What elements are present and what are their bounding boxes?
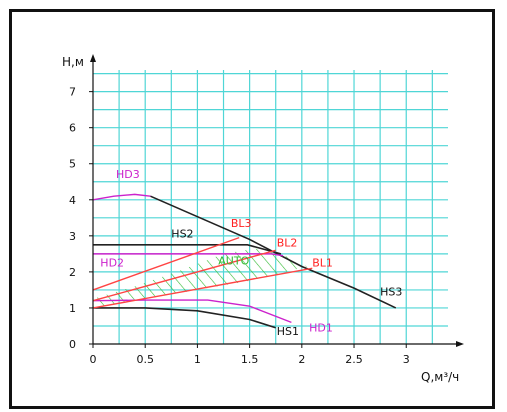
x-axis-label: Q,м³/ч <box>421 370 459 384</box>
y-axis-arrow <box>90 54 96 62</box>
x-axis-arrow <box>456 341 464 347</box>
auto-region <box>93 248 308 308</box>
series-line-bl3 <box>92 236 240 291</box>
x-tick-label: 2 <box>298 353 305 366</box>
chart-frame <box>9 9 495 409</box>
grid <box>93 70 448 344</box>
series-line-hd2 <box>93 253 284 257</box>
y-tick-label: 4 <box>69 194 76 207</box>
x-tick-label: 0.5 <box>136 353 154 366</box>
x-tick-label: 2.5 <box>345 353 363 366</box>
y-tick-label: 5 <box>69 158 76 171</box>
y-tick-label: 7 <box>69 86 76 99</box>
axes: 0 0.5 1 1.5 2 2.5 3 0 1 2 3 4 5 6 7 Н,м Q,м³/ч <box>62 54 464 384</box>
curve-label-auto: AUTO <box>218 255 249 268</box>
series-line-hs1 <box>93 307 276 329</box>
curve-label-hs1: HS1 <box>277 325 299 338</box>
x-tick-label: 1 <box>194 353 201 366</box>
curve-label-hd1: HD1 <box>309 321 333 334</box>
curve-label-bl3: BL3 <box>231 217 252 230</box>
y-tick-label: 0 <box>69 338 76 351</box>
series-line-bl1 <box>92 267 313 309</box>
x-tick-label: 1.5 <box>241 353 259 366</box>
series-line-hd1 <box>92 299 292 324</box>
x-tick-label: 3 <box>403 353 410 366</box>
x-tick-label: 0 <box>90 353 97 366</box>
y-tick-label: 1 <box>69 302 76 315</box>
curve-label-hs2: HS2 <box>171 228 193 241</box>
y-tick-label: 2 <box>69 266 76 279</box>
auto-region-hatch <box>93 248 308 308</box>
curve-label-hs3: HS3 <box>380 285 402 298</box>
annotations: HD3 HS2 BL3 BL2 BL1 HD2 AUTO HS3 HS1 HD1 <box>100 168 402 338</box>
curve-label-hd2: HD2 <box>100 256 124 269</box>
series-line-hs2 <box>93 244 282 255</box>
y-tick-label: 6 <box>69 122 76 135</box>
series-line-hd3 <box>92 193 151 201</box>
series-line-bl2 <box>92 249 276 302</box>
y-axis-label: Н,м <box>62 55 84 69</box>
series-lines <box>92 193 397 329</box>
series-line-hs3 <box>150 195 397 309</box>
curve-label-bl2: BL2 <box>277 237 298 250</box>
curve-label-bl1: BL1 <box>312 256 333 269</box>
y-tick-label: 3 <box>69 230 76 243</box>
curve-label-hd3: HD3 <box>116 168 140 181</box>
